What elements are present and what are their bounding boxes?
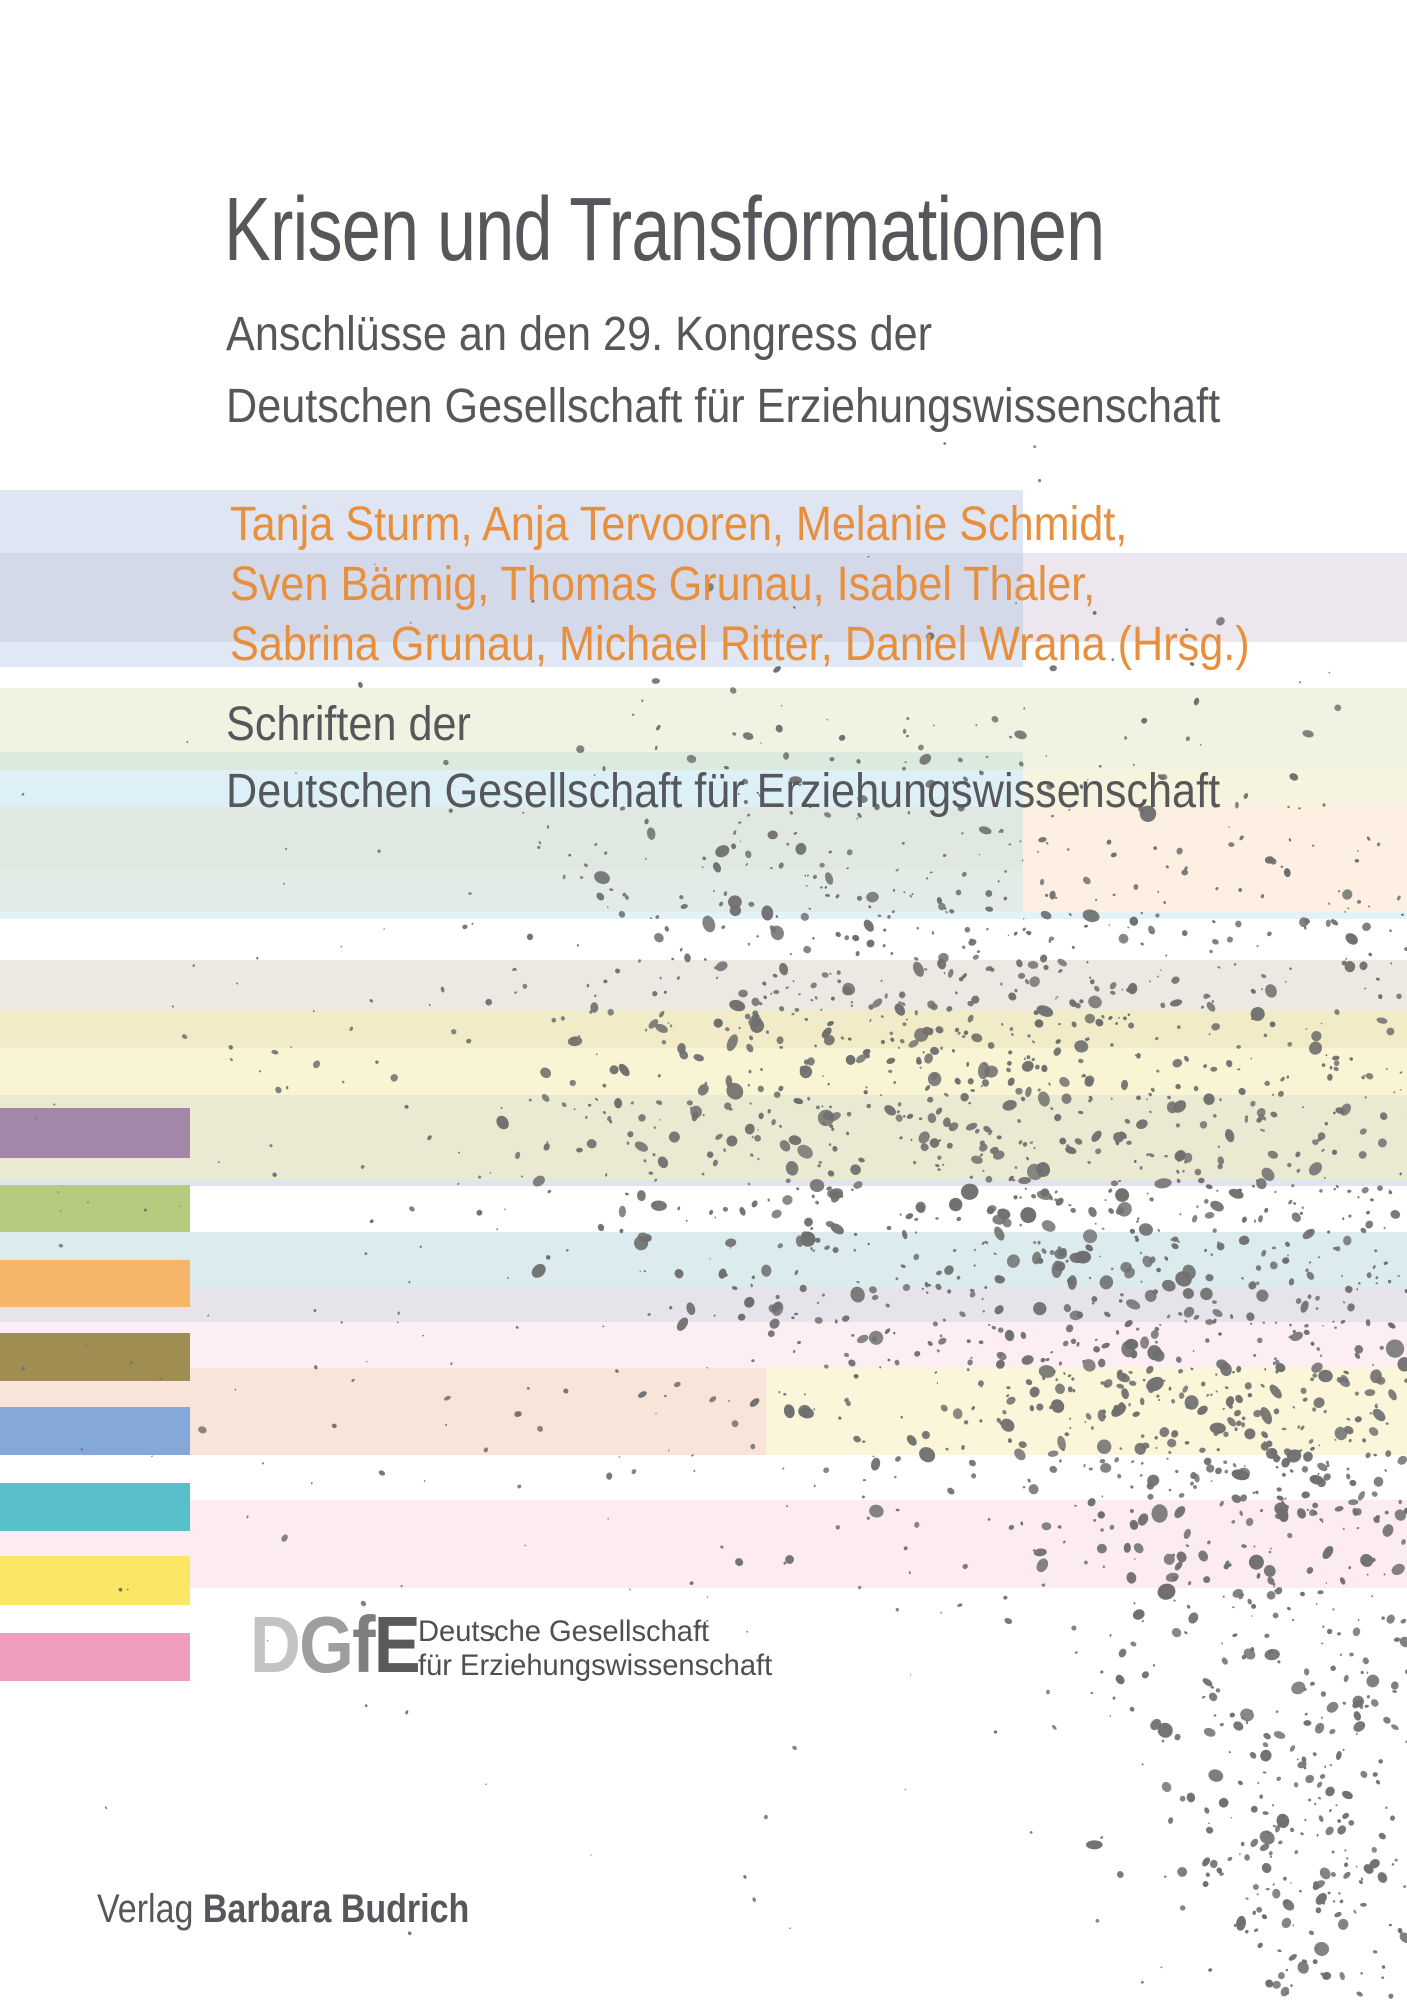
editors-line3: Sabrina Grunau, Michael Ritter, Daniel W…	[230, 618, 1250, 671]
background-stripe	[1023, 807, 1407, 870]
color-block	[0, 1407, 190, 1455]
series-line1: Schriften der	[226, 698, 471, 751]
background-stripe	[1023, 770, 1407, 807]
logo-letter: D	[250, 1600, 301, 1689]
dgfe-logo-caption: Deutsche Gesellschaft für Erziehungswiss…	[418, 1615, 783, 1683]
color-block	[0, 1185, 190, 1232]
publisher-prefix: Verlag	[97, 1887, 194, 1931]
color-block	[0, 1633, 190, 1681]
background-stripe	[766, 1368, 1407, 1455]
background-stripe	[1023, 752, 1407, 770]
dgfe-caption-line2: für Erziehungswissenschaft	[418, 1649, 773, 1682]
background-stripe	[0, 752, 1023, 770]
color-block	[0, 1333, 190, 1381]
book-subtitle-line2: Deutschen Gesellschaft für Erziehungswis…	[226, 380, 1221, 433]
dgfe-caption-line1: Deutsche Gesellschaft	[418, 1615, 710, 1648]
background-stripe	[0, 553, 1023, 642]
logo-letter: f	[352, 1600, 375, 1689]
series-line2: Deutschen Gesellschaft für Erziehungswis…	[226, 765, 1221, 818]
background-stripe	[0, 1322, 1407, 1368]
color-block	[0, 1483, 190, 1531]
background-stripe	[0, 770, 1023, 807]
editors-line1: Tanja Sturm, Anja Tervooren, Melanie Sch…	[230, 498, 1128, 551]
background-stripe	[0, 912, 1407, 919]
color-block	[0, 1556, 190, 1605]
logo-letter: G	[299, 1600, 354, 1689]
color-block	[0, 1108, 190, 1158]
dgfe-logo: DGfE	[250, 1605, 442, 1685]
background-stripe	[0, 1010, 1407, 1048]
book-subtitle-line1: Anschlüsse an den 29. Kongress der	[226, 308, 933, 361]
logo-letter: E	[373, 1600, 421, 1689]
color-block	[0, 1260, 190, 1307]
background-stripe	[0, 1287, 1407, 1322]
publisher-name: Barbara Budrich	[202, 1887, 470, 1931]
background-stripe	[0, 688, 1407, 752]
background-stripe	[0, 642, 1023, 667]
background-stripe	[0, 807, 1023, 870]
background-stripe	[0, 1180, 1407, 1186]
editors-line2: Sven Bärmig, Thomas Grunau, Isabel Thale…	[230, 558, 1096, 611]
publisher-line: Verlag Barbara Budrich	[97, 1886, 535, 1932]
background-stripe	[0, 490, 1023, 553]
book-title: Krisen und Transformationen	[224, 180, 1105, 280]
background-stripe	[0, 1232, 1407, 1287]
background-stripe	[0, 870, 1023, 912]
background-stripe	[1023, 553, 1407, 642]
